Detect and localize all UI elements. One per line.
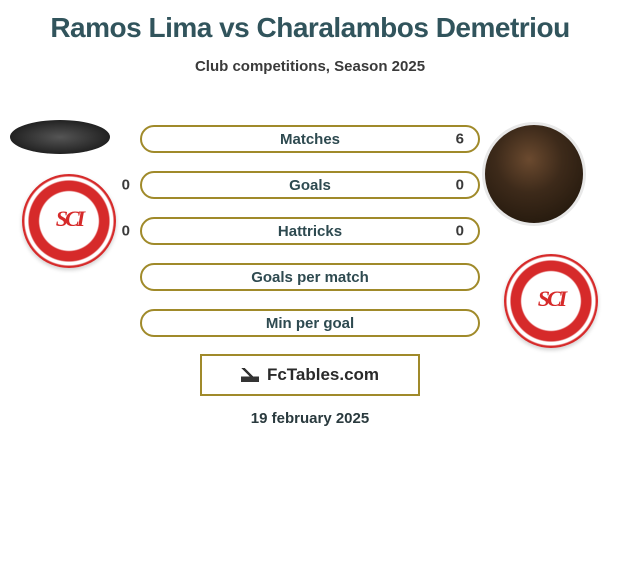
team-logo-right: SCI	[504, 254, 598, 348]
subtitle: Club competitions, Season 2025	[0, 58, 620, 75]
player-right-avatar	[482, 122, 586, 226]
stat-right-value: 6	[456, 131, 464, 148]
footer-brand-text: FcTables.com	[267, 365, 379, 385]
team-logo-left: SCI	[22, 174, 116, 268]
stat-left-value: 0	[122, 223, 138, 240]
player-left-avatar	[10, 120, 110, 154]
stat-label: Goals	[289, 177, 331, 194]
stat-label: Matches	[280, 131, 340, 148]
footer-brand-box[interactable]: FcTables.com	[200, 354, 420, 396]
club-abbr-left: SCI	[56, 206, 82, 232]
stat-row-matches: Matches 6	[140, 125, 480, 153]
stat-row-hattricks: 0 Hattricks 0	[140, 217, 480, 245]
club-abbr-right: SCI	[538, 286, 564, 312]
stats-container: Matches 6 0 Goals 0 0 Hattricks 0 Goals …	[140, 125, 480, 355]
brand-chart-icon	[241, 368, 259, 382]
stat-row-mpg: Min per goal	[140, 309, 480, 337]
date-text: 19 february 2025	[0, 410, 620, 427]
club-badge-icon: SCI	[504, 254, 598, 348]
page-title: Ramos Lima vs Charalambos Demetriou	[0, 0, 620, 44]
stat-label: Min per goal	[266, 315, 354, 332]
stat-left-value: 0	[122, 177, 138, 194]
stat-right-value: 0	[456, 223, 464, 240]
stat-row-gpm: Goals per match	[140, 263, 480, 291]
stat-label: Goals per match	[251, 269, 369, 286]
club-badge-icon: SCI	[22, 174, 116, 268]
stat-row-goals: 0 Goals 0	[140, 171, 480, 199]
stat-right-value: 0	[456, 177, 464, 194]
stat-label: Hattricks	[278, 223, 342, 240]
